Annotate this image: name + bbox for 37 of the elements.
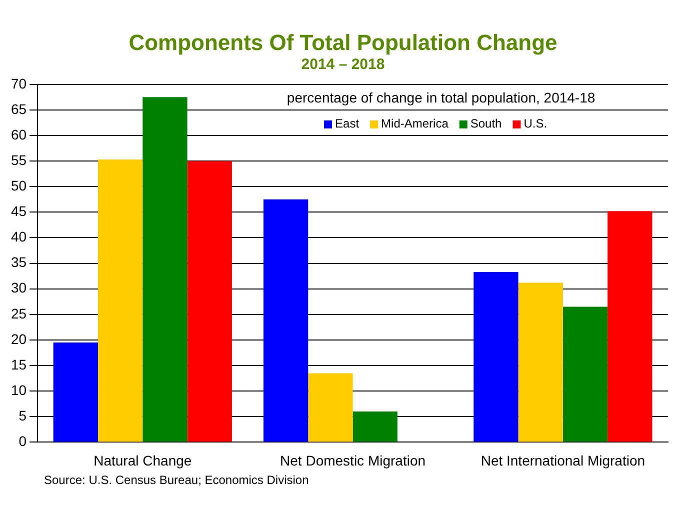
y-tick-label: 10 bbox=[10, 382, 27, 398]
bar bbox=[352, 412, 398, 442]
bar bbox=[98, 160, 143, 442]
y-tick-label: 25 bbox=[10, 305, 27, 322]
y-tick-label: 35 bbox=[10, 254, 27, 270]
bar bbox=[187, 161, 232, 442]
y-tick-label: 70 bbox=[10, 75, 27, 92]
legend-label: East bbox=[335, 116, 360, 131]
y-tick-label: 50 bbox=[10, 177, 27, 194]
source-note: Source: U.S. Census Bureau; Economics Division bbox=[44, 473, 310, 487]
bar bbox=[142, 97, 188, 442]
y-tick-label: 20 bbox=[10, 330, 27, 347]
y-tick-label: 0 bbox=[18, 433, 27, 450]
bar bbox=[562, 306, 608, 442]
bar bbox=[474, 272, 518, 442]
chart-subtitle: 2014 – 2018 bbox=[300, 56, 386, 73]
bar bbox=[518, 282, 563, 442]
bar bbox=[308, 373, 353, 442]
x-tick-label: Natural Change bbox=[94, 452, 192, 468]
annotation: percentage of change in total population, 2014-18 bbox=[286, 89, 596, 106]
y-tick-label: 55 bbox=[10, 152, 27, 168]
y-tick-label: 40 bbox=[10, 228, 27, 245]
y-tick-label: 45 bbox=[10, 203, 27, 220]
y-tick-label: 5 bbox=[18, 408, 27, 424]
bar bbox=[608, 211, 652, 442]
x-tick-label: Net International Migration bbox=[480, 452, 646, 468]
legend-label: Mid-America bbox=[381, 116, 449, 131]
legend-label: U.S. bbox=[524, 116, 548, 131]
y-tick-label: 15 bbox=[10, 356, 27, 372]
legend-label: South bbox=[470, 116, 502, 131]
y-tick-label: 60 bbox=[10, 126, 27, 142]
chart-title: Components Of Total Population Change bbox=[128, 30, 558, 56]
y-tick-label: 65 bbox=[10, 100, 27, 117]
bar bbox=[53, 342, 98, 442]
bar bbox=[263, 199, 308, 442]
y-tick-label: 30 bbox=[10, 280, 27, 296]
x-tick-label: Net Domestic Migration bbox=[280, 452, 426, 468]
